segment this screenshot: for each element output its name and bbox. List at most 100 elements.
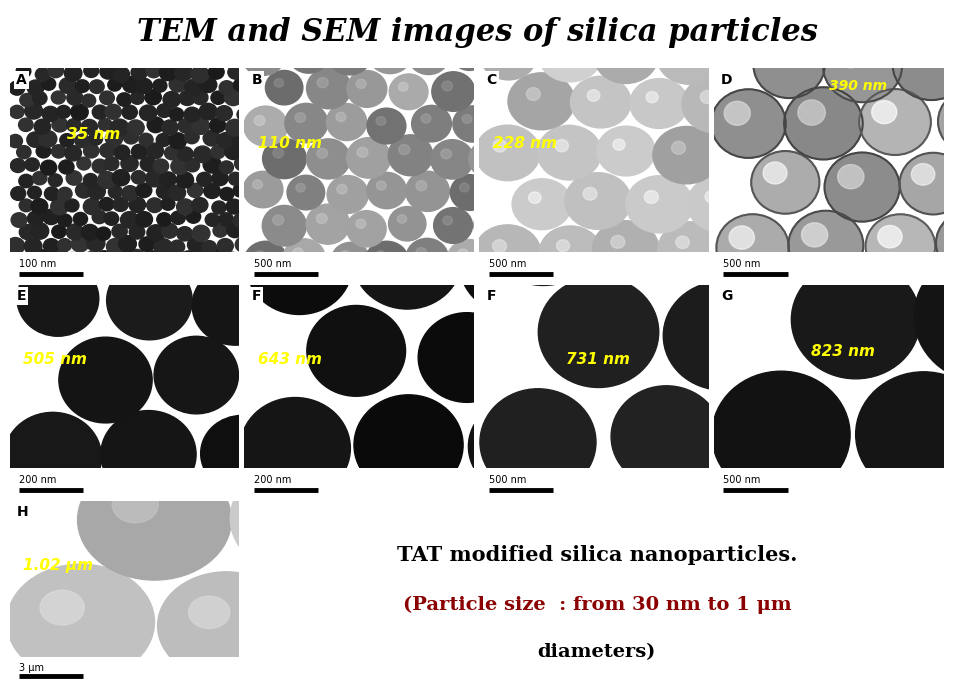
- Text: 500 nm: 500 nm: [253, 259, 291, 269]
- Circle shape: [219, 161, 233, 174]
- Circle shape: [477, 149, 488, 159]
- Circle shape: [82, 94, 95, 107]
- Circle shape: [200, 262, 219, 279]
- Circle shape: [4, 412, 101, 502]
- Circle shape: [244, 241, 288, 282]
- Circle shape: [483, 175, 602, 285]
- Bar: [244, 252, 473, 279]
- Ellipse shape: [507, 73, 574, 130]
- Circle shape: [265, 70, 302, 105]
- Circle shape: [235, 237, 251, 252]
- Ellipse shape: [537, 27, 601, 82]
- Circle shape: [83, 174, 97, 187]
- Circle shape: [107, 261, 193, 340]
- Circle shape: [416, 248, 426, 257]
- Circle shape: [205, 213, 219, 226]
- Circle shape: [19, 199, 33, 212]
- Circle shape: [164, 146, 179, 160]
- Text: C: C: [486, 73, 496, 87]
- Circle shape: [273, 215, 283, 225]
- Circle shape: [77, 460, 231, 580]
- Circle shape: [949, 100, 953, 123]
- Circle shape: [913, 250, 953, 383]
- Circle shape: [233, 213, 249, 228]
- Circle shape: [947, 222, 953, 245]
- Text: D: D: [720, 73, 732, 87]
- Ellipse shape: [564, 173, 631, 229]
- Circle shape: [51, 225, 66, 238]
- Circle shape: [225, 144, 241, 159]
- Circle shape: [211, 146, 225, 159]
- Text: B: B: [251, 73, 262, 87]
- Text: 390 nm: 390 nm: [828, 79, 886, 93]
- Circle shape: [10, 187, 26, 200]
- Circle shape: [877, 226, 902, 248]
- Circle shape: [823, 153, 899, 222]
- Circle shape: [146, 143, 163, 159]
- Circle shape: [253, 251, 265, 261]
- Circle shape: [75, 134, 90, 148]
- Circle shape: [39, 131, 57, 147]
- Circle shape: [75, 80, 90, 92]
- Circle shape: [28, 211, 44, 226]
- Circle shape: [18, 252, 34, 267]
- Circle shape: [210, 118, 225, 133]
- Circle shape: [262, 205, 306, 246]
- Circle shape: [64, 65, 82, 81]
- Circle shape: [783, 88, 862, 159]
- Circle shape: [355, 219, 365, 228]
- Text: 500 nm: 500 nm: [722, 259, 760, 269]
- Circle shape: [209, 248, 228, 265]
- Circle shape: [346, 137, 391, 178]
- Circle shape: [213, 224, 227, 237]
- Circle shape: [19, 224, 35, 239]
- Ellipse shape: [479, 31, 536, 80]
- Circle shape: [10, 105, 24, 118]
- Circle shape: [316, 148, 327, 158]
- Bar: [714, 468, 943, 495]
- Circle shape: [227, 223, 243, 237]
- Circle shape: [215, 106, 232, 121]
- Circle shape: [179, 90, 195, 105]
- Text: 500 nm: 500 nm: [722, 475, 760, 486]
- Circle shape: [104, 212, 118, 225]
- Circle shape: [355, 79, 366, 88]
- Circle shape: [100, 64, 116, 79]
- Circle shape: [171, 211, 185, 224]
- Circle shape: [139, 105, 156, 121]
- Circle shape: [611, 386, 720, 488]
- Circle shape: [225, 119, 244, 136]
- Circle shape: [211, 91, 225, 105]
- Circle shape: [528, 192, 540, 203]
- Circle shape: [169, 185, 186, 200]
- Circle shape: [25, 103, 43, 119]
- Circle shape: [797, 100, 824, 125]
- Circle shape: [937, 89, 953, 155]
- Circle shape: [28, 186, 41, 199]
- Text: G: G: [720, 289, 732, 303]
- Circle shape: [71, 104, 88, 120]
- Circle shape: [17, 146, 31, 159]
- Circle shape: [203, 183, 220, 198]
- Circle shape: [112, 67, 130, 82]
- Circle shape: [192, 118, 210, 134]
- Circle shape: [117, 93, 132, 106]
- Text: 643 nm: 643 nm: [258, 352, 322, 367]
- Circle shape: [645, 92, 658, 103]
- Circle shape: [716, 214, 788, 281]
- Circle shape: [196, 172, 212, 186]
- Circle shape: [84, 64, 98, 77]
- Circle shape: [171, 158, 189, 174]
- Circle shape: [35, 68, 50, 81]
- Circle shape: [193, 146, 212, 163]
- Circle shape: [146, 64, 161, 78]
- Text: 505 nm: 505 nm: [23, 352, 87, 367]
- Circle shape: [40, 160, 56, 175]
- Circle shape: [346, 211, 386, 247]
- Circle shape: [42, 77, 55, 90]
- Circle shape: [389, 74, 428, 109]
- Circle shape: [170, 240, 185, 254]
- Text: (Particle size  : from 30 nm to 1 μm: (Particle size : from 30 nm to 1 μm: [402, 596, 790, 614]
- Circle shape: [388, 135, 433, 176]
- Circle shape: [51, 91, 65, 104]
